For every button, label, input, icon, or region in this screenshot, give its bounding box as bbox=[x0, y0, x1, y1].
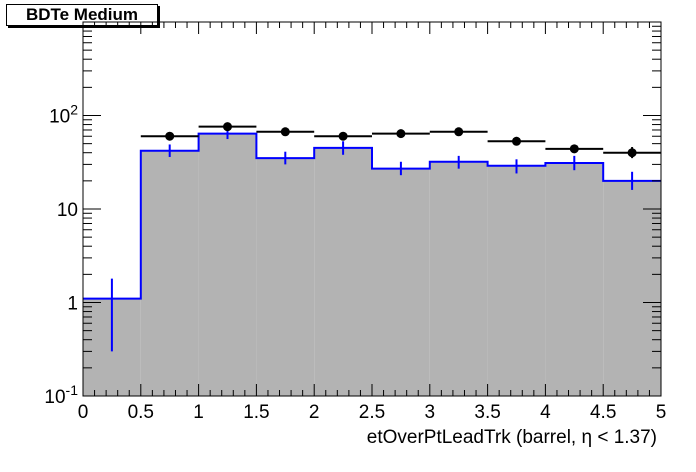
hist-bar bbox=[545, 163, 604, 396]
x-tick-label: 0.5 bbox=[128, 402, 154, 423]
x-tick-label: 0 bbox=[78, 402, 89, 423]
axis-ticks bbox=[82, 22, 662, 397]
hist-bar bbox=[314, 147, 372, 396]
hist-bar bbox=[256, 158, 315, 396]
x-tick-label: 4 bbox=[540, 402, 551, 423]
x-tick-label: 1 bbox=[193, 402, 204, 423]
x-axis-title: etOverPtLeadTrk (barrel, η < 1.37) bbox=[367, 427, 657, 448]
y-tick-label: 102 bbox=[49, 102, 78, 128]
data-point bbox=[280, 127, 290, 137]
series-layer bbox=[83, 122, 661, 352]
x-tick-label: 4.5 bbox=[590, 402, 616, 423]
y-tick-label: 1 bbox=[67, 294, 78, 315]
hist-bar bbox=[140, 150, 199, 396]
hist-bar bbox=[429, 161, 488, 396]
data-point bbox=[338, 131, 348, 141]
chart-title: BDTe Medium bbox=[6, 4, 158, 26]
x-tick-label: 1.5 bbox=[243, 402, 269, 423]
hist-bar bbox=[372, 168, 430, 396]
hist-outline bbox=[83, 132, 661, 300]
data-point bbox=[454, 127, 464, 137]
axis-labels: 0 0.5 1 1.5 2 2.5 3 3.5 4 4.5 5 10-1 1 10 102 bbox=[44, 102, 666, 424]
y-tick-label: 10-1 bbox=[44, 382, 78, 408]
fill-layer bbox=[83, 133, 661, 396]
data-point bbox=[223, 122, 232, 132]
data-point bbox=[512, 136, 521, 146]
x-tick-label: 3.5 bbox=[474, 402, 500, 423]
x-tick-label: 2.5 bbox=[359, 402, 385, 423]
y-tick-label: 10 bbox=[57, 200, 78, 221]
x-tick-label: 5 bbox=[656, 402, 667, 423]
data-point bbox=[165, 131, 175, 141]
data-point bbox=[627, 148, 637, 158]
hist-bar bbox=[198, 133, 257, 396]
x-tick-label: 2 bbox=[309, 402, 320, 423]
hist-bar bbox=[487, 165, 546, 396]
data-point bbox=[569, 144, 579, 154]
hist-bar bbox=[603, 180, 661, 396]
x-tick-label: 3 bbox=[425, 402, 436, 423]
data-point bbox=[396, 129, 406, 139]
